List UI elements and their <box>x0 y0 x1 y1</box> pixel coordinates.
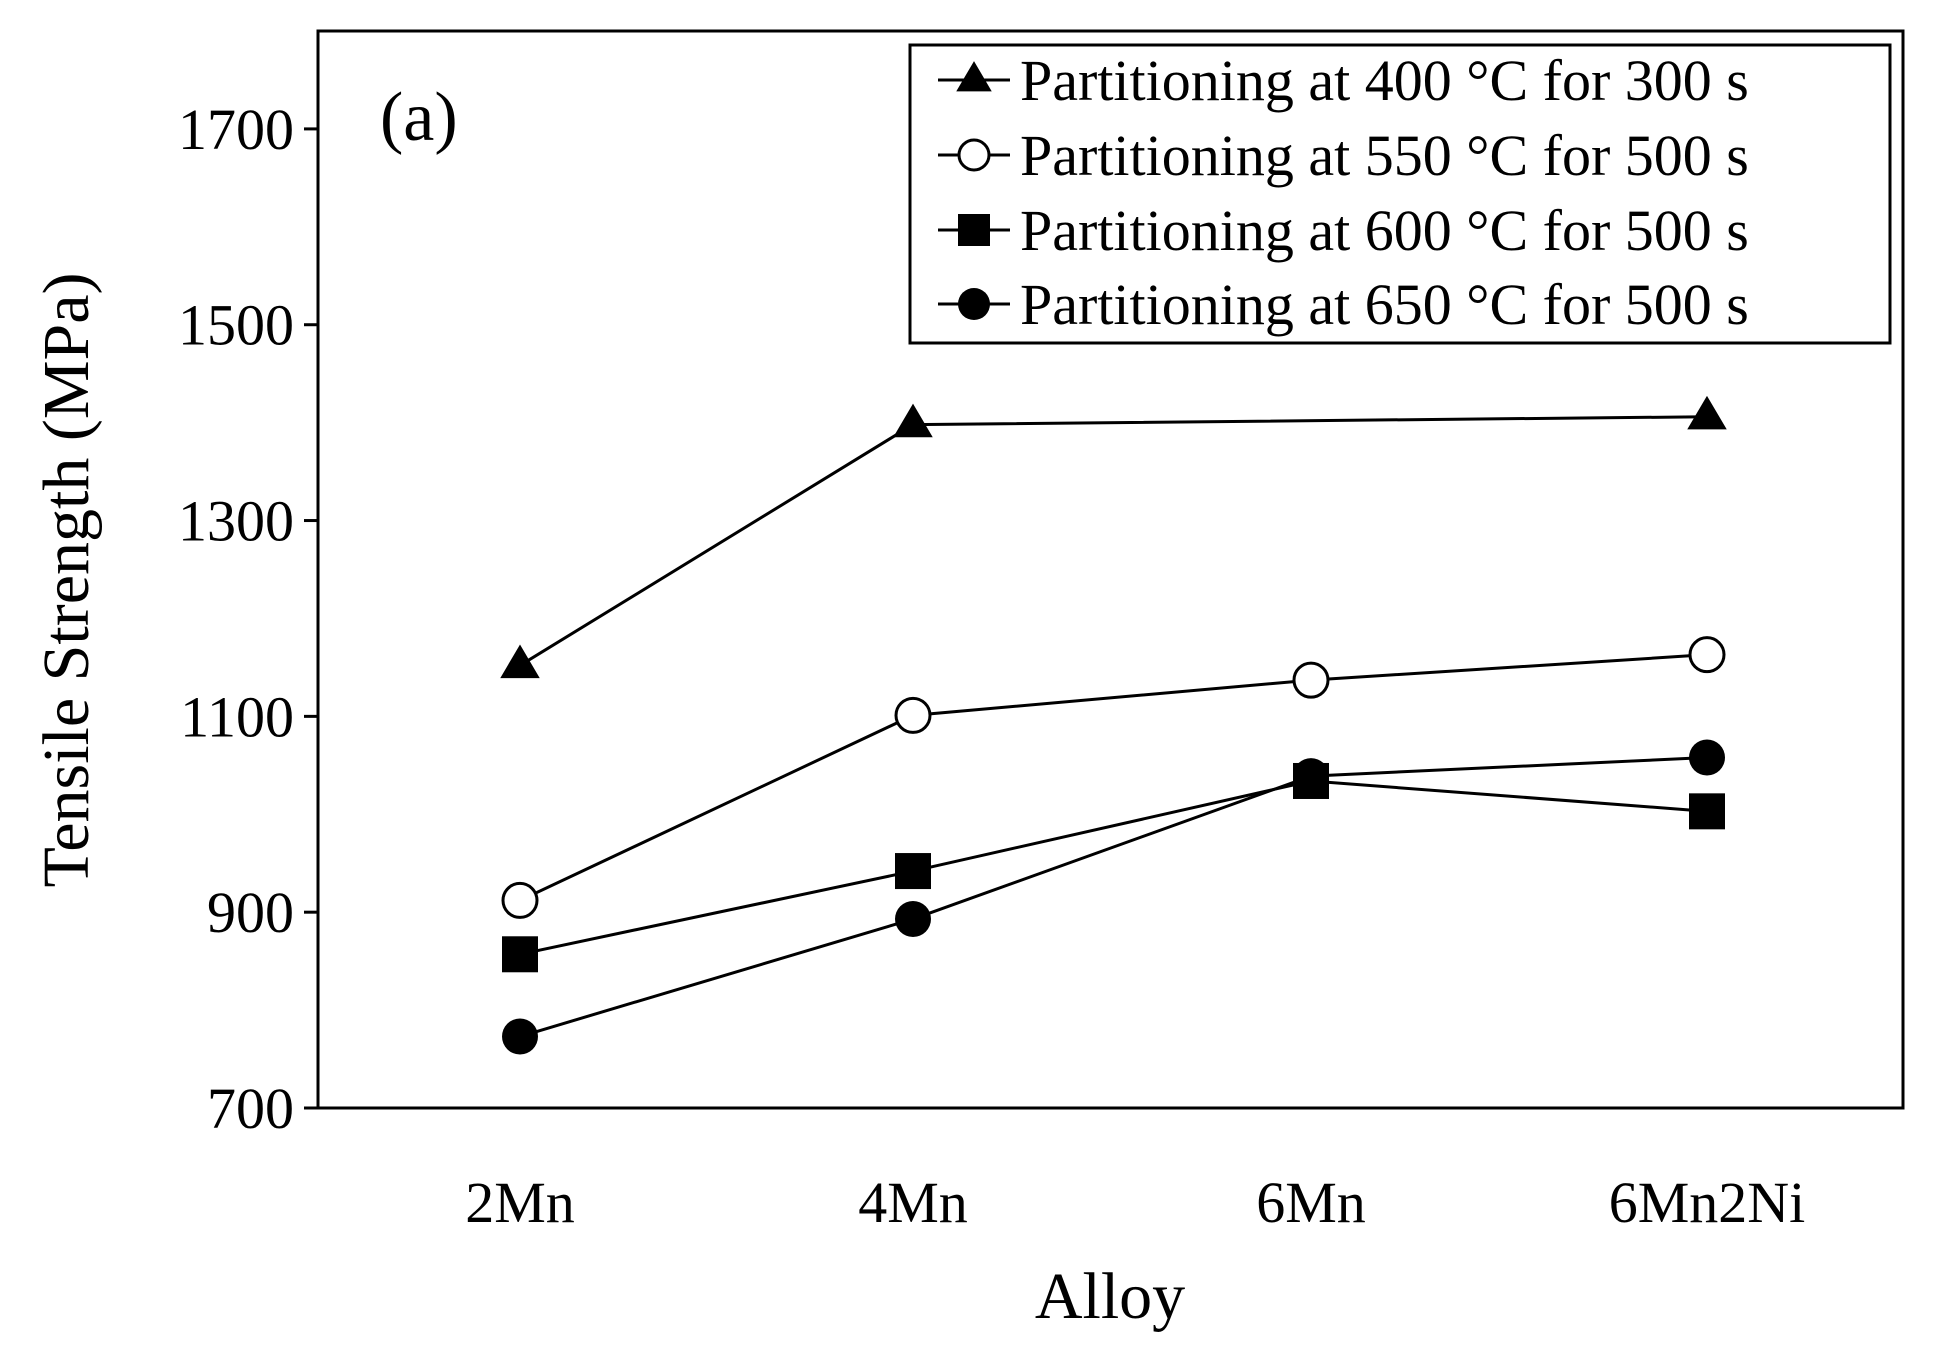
filled-circle-marker <box>1689 739 1725 776</box>
filled-circle-marker <box>1293 758 1329 795</box>
x-axis-ticks: 2Mn 4Mn 6Mn 6Mn2Ni <box>465 1170 1805 1235</box>
panel-label: (a) <box>380 79 458 156</box>
series-line <box>519 779 1708 956</box>
x-tick-label: 6Mn2Ni <box>1609 1170 1806 1235</box>
triangle-marker <box>893 403 933 438</box>
series-line <box>519 653 1708 902</box>
y-axis-ticks: 700 900 1100 1300 1500 1700 <box>178 97 318 1141</box>
series-layer <box>500 395 1727 1055</box>
y-tick-label: 700 <box>207 1076 294 1141</box>
series-3 <box>502 762 1725 973</box>
triangle-marker <box>1687 395 1727 430</box>
series-4 <box>502 739 1725 1055</box>
x-tick-label: 6Mn <box>1256 1170 1366 1235</box>
legend-item-2: Partitioning at 550 °C for 500 s <box>938 123 1749 188</box>
open-circle-marker <box>1688 636 1726 674</box>
open-circle-marker <box>1292 661 1330 699</box>
y-axis-title: Tensile Strength (MPa) <box>30 273 103 888</box>
series-line <box>519 415 1708 667</box>
square-marker <box>1689 793 1725 830</box>
y-tick-label: 1500 <box>178 293 294 358</box>
square-marker <box>895 853 931 890</box>
x-tick-label: 2Mn <box>465 1170 575 1235</box>
open-circle-marker <box>894 696 932 734</box>
y-tick-label: 1700 <box>178 97 294 162</box>
filled-circle-marker <box>502 1018 538 1055</box>
y-tick-label: 1300 <box>178 489 294 554</box>
open-circle-marker <box>957 138 991 172</box>
series-line <box>519 755 1708 1038</box>
square-marker <box>958 214 990 246</box>
series-1 <box>500 395 1727 679</box>
legend-label: Partitioning at 550 °C for 500 s <box>1020 123 1749 188</box>
square-marker <box>502 936 538 973</box>
legend-item-1: Partitioning at 400 °C for 300 s <box>938 48 1749 113</box>
triangle-marker <box>956 61 992 92</box>
legend-label: Partitioning at 650 °C for 500 s <box>1020 272 1749 337</box>
series-2 <box>501 636 1726 919</box>
y-tick-label: 1100 <box>180 684 294 749</box>
legend: Partitioning at 400 °C for 300 s Partitio… <box>908 43 1892 345</box>
legend-label: Partitioning at 600 °C for 500 s <box>1020 198 1749 263</box>
legend-label: Partitioning at 400 °C for 300 s <box>1020 48 1749 113</box>
filled-circle-marker <box>895 901 931 938</box>
triangle-marker <box>500 644 540 679</box>
x-axis-title: Alloy <box>1035 1260 1185 1333</box>
y-tick-label: 900 <box>207 880 294 945</box>
filled-circle-marker <box>958 288 990 320</box>
plot-frame <box>316 29 1905 1110</box>
legend-box <box>908 43 1892 345</box>
open-circle-marker <box>501 881 539 919</box>
legend-item-3: Partitioning at 600 °C for 500 s <box>938 198 1749 263</box>
legend-item-4: Partitioning at 650 °C for 500 s <box>938 272 1749 337</box>
x-tick-label: 4Mn <box>858 1170 968 1235</box>
